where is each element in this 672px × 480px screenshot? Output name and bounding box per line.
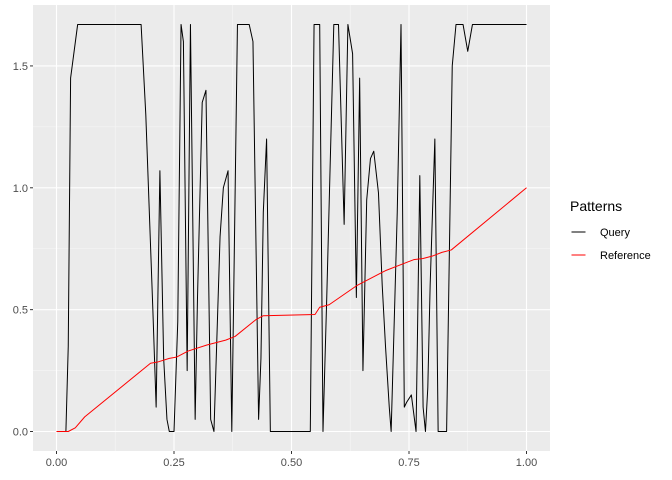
series-layer bbox=[56, 24, 527, 432]
axis-ticks bbox=[30, 65, 527, 454]
legend: Patterns Query Reference bbox=[570, 198, 651, 263]
legend-title: Patterns bbox=[570, 198, 622, 214]
y-tick-label: 1.0 bbox=[13, 183, 28, 195]
x-tick-label: 0.75 bbox=[398, 457, 419, 469]
series-line-reference bbox=[56, 187, 527, 432]
series-line-query bbox=[56, 24, 527, 432]
grid-major bbox=[33, 5, 550, 451]
x-tick-label: 0.25 bbox=[163, 457, 184, 469]
y-tick-label: 0.5 bbox=[13, 305, 28, 317]
legend-items: Query Reference bbox=[570, 223, 651, 263]
legend-label-query: Query bbox=[600, 227, 630, 239]
y-tick-label: 1.5 bbox=[13, 61, 28, 73]
legend-label-reference: Reference bbox=[600, 250, 651, 262]
y-tick-label: 0.0 bbox=[13, 427, 28, 439]
x-tick-label: 1.00 bbox=[516, 457, 537, 469]
x-tick-label: 0.50 bbox=[281, 457, 302, 469]
x-tick-label: 0.00 bbox=[46, 457, 67, 469]
axis-tick-labels: 0.00 0.25 0.50 0.75 1.00 0.0 0.5 1.0 1.5 bbox=[13, 61, 538, 469]
